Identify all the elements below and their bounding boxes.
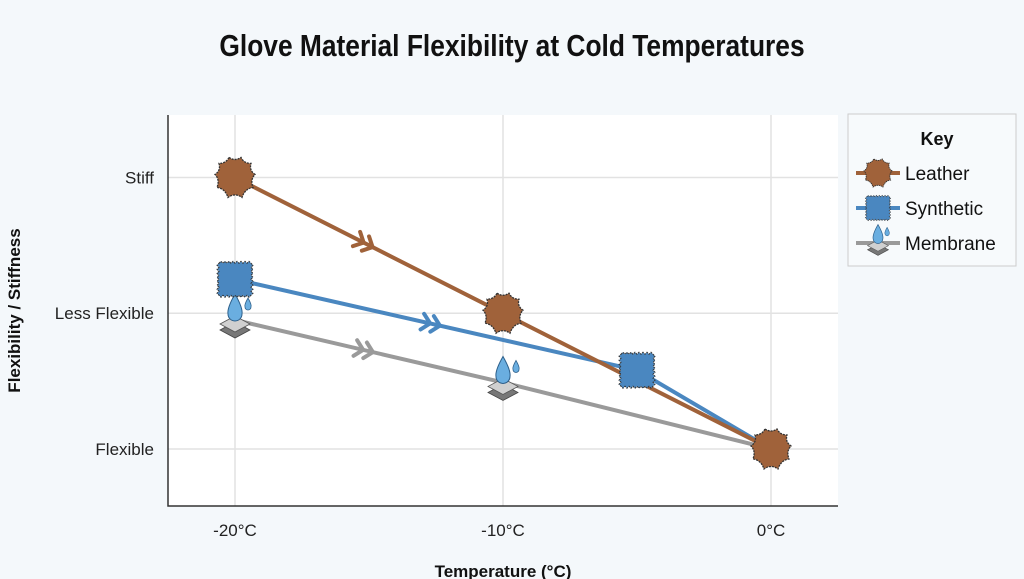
- droplet-icon: [884, 226, 890, 237]
- jagged-square-marker: [216, 260, 254, 298]
- chevron-icon: [418, 311, 433, 332]
- leather-hide-icon: [749, 428, 793, 471]
- leather-hide-icon: [863, 158, 893, 188]
- legend-item-synthetic: Synthetic: [856, 194, 983, 222]
- jagged-square-icon: [864, 194, 892, 222]
- legend: Key Leather Synthetic Membrane: [847, 113, 1017, 267]
- leather-hide-marker: [749, 428, 793, 471]
- droplet-icon: [227, 292, 243, 322]
- droplet-layers-marker: [487, 355, 520, 401]
- y-tick-label: Stiff: [125, 168, 154, 187]
- x-tick-label: 0°C: [757, 521, 786, 540]
- chevron-icon: [350, 229, 367, 249]
- jagged-square-marker: [864, 194, 892, 222]
- droplet-icon: [244, 297, 252, 311]
- legend-title: Key: [920, 129, 953, 149]
- leather-hide-marker: [213, 156, 257, 199]
- chevron-icon: [361, 340, 376, 361]
- droplet-icon: [495, 355, 511, 384]
- droplet-layers-marker: [219, 292, 252, 339]
- direction-arrow-icon: [350, 229, 376, 253]
- droplet-icon: [512, 359, 520, 373]
- jagged-square-icon: [618, 351, 656, 389]
- chevron-icon: [351, 338, 366, 358]
- y-tick-label: Flexible: [95, 440, 154, 459]
- x-tick-label: -20°C: [213, 521, 257, 540]
- direction-arrow-icon: [351, 338, 376, 361]
- direction-arrow-icon: [418, 311, 443, 334]
- axes: [167, 115, 838, 507]
- legend-item-leather: Leather: [856, 158, 970, 188]
- legend-label: Synthetic: [905, 199, 983, 220]
- droplet-icon: [872, 223, 884, 244]
- leather-hide-marker: [481, 292, 525, 335]
- y-tick-label: Less Flexible: [55, 304, 154, 323]
- leather-hide-icon: [213, 156, 257, 199]
- chevron-icon: [359, 234, 376, 253]
- x-tick-label: -10°C: [481, 521, 525, 540]
- legend-label: Leather: [905, 164, 970, 185]
- legend-item-membrane: Membrane: [856, 223, 996, 256]
- y-axis-label: Flexibility / Stiffness: [5, 228, 24, 392]
- droplet-layers-marker: [866, 223, 890, 256]
- chart-title: Glove Material Flexibility at Cold Tempe…: [219, 28, 805, 63]
- leather-hide-icon: [481, 292, 525, 335]
- chevron-icon: [428, 314, 443, 334]
- x-axis-label: Temperature (°C): [435, 562, 572, 579]
- jagged-square-marker: [618, 351, 656, 389]
- leather-hide-marker: [863, 158, 893, 188]
- legend-label: Membrane: [905, 234, 996, 255]
- jagged-square-icon: [216, 260, 254, 298]
